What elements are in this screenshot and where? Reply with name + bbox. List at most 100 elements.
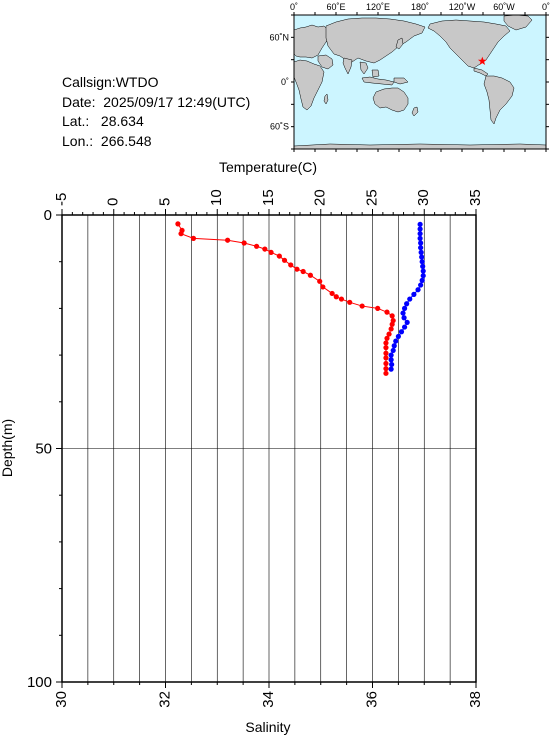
arabia-land xyxy=(317,54,334,70)
salinity-tick-label: 32 xyxy=(156,691,173,708)
borneo-land xyxy=(371,69,380,78)
salinity-point xyxy=(393,338,399,344)
india-land xyxy=(342,57,353,75)
map-frame-ticks xyxy=(291,12,549,152)
salinity-point xyxy=(418,240,424,246)
new-guinea-land xyxy=(393,77,409,85)
salinity-tick-label: 38 xyxy=(467,691,484,708)
temperature-point xyxy=(388,326,394,332)
world-map: 0˚ 60˚E 120˚E 180˚ 120˚W 60˚W 0˚ 60˚N 0˚ 60˚S xyxy=(269,2,550,152)
salinity-tick-labels: 30 32 34 36 38 xyxy=(53,691,484,708)
latitude-label: Lat.: 28.634 xyxy=(62,113,144,129)
temperature-point xyxy=(359,303,365,309)
africa-land xyxy=(293,59,325,111)
temperature-point xyxy=(268,249,274,255)
temperature-point xyxy=(383,340,389,346)
madagascar-land xyxy=(323,93,329,105)
temperature-tick-label: 0 xyxy=(105,198,122,206)
salinity-point xyxy=(419,259,425,265)
salinity-series xyxy=(388,221,426,372)
temperature-point xyxy=(225,237,231,243)
temperature-point xyxy=(175,221,181,227)
map-station-marker xyxy=(477,56,487,65)
salinity-point xyxy=(419,254,425,260)
salinity-point xyxy=(420,273,426,279)
temperature-point xyxy=(383,360,389,367)
salinity-point xyxy=(390,347,396,354)
map-lon-label: 120˚E xyxy=(366,2,390,12)
depth-axis-ticks xyxy=(56,214,62,683)
temperature-point xyxy=(241,240,247,246)
temperature-tick-label: 35 xyxy=(467,189,484,206)
salinity-point xyxy=(398,329,405,335)
temperature-tick-label: 15 xyxy=(260,189,277,206)
salinity-point xyxy=(388,352,394,358)
map-lat-label: 60˚N xyxy=(269,32,289,42)
temperature-point xyxy=(333,294,339,300)
map-land xyxy=(293,14,547,150)
depth-tick-label: 100 xyxy=(27,674,52,691)
temperature-point xyxy=(383,350,389,356)
salinity-point xyxy=(419,277,425,283)
temperature-point xyxy=(178,231,184,237)
temperature-point xyxy=(386,331,392,337)
europe-land xyxy=(293,24,331,59)
temperature-point xyxy=(317,278,323,284)
temperature-point xyxy=(307,272,313,278)
temperature-point xyxy=(281,257,288,263)
depth-axis-title: Depth(m) xyxy=(0,419,15,477)
salinity-point xyxy=(401,324,408,330)
salinity-point xyxy=(389,361,395,368)
temperature-point xyxy=(294,266,300,272)
salinity-axis-ticks xyxy=(61,682,477,688)
salinity-point xyxy=(420,263,426,269)
temperature-tick-label: 10 xyxy=(208,189,225,206)
temperature-axis-ticks xyxy=(61,209,477,215)
map-graticule-labels: 0˚ 60˚E 120˚E 180˚ 120˚W 60˚W 0˚ 60˚N 0˚ 60˚S xyxy=(269,2,550,132)
temperature-point xyxy=(389,321,395,327)
salinity-point xyxy=(388,357,394,363)
temperature-point xyxy=(262,246,268,252)
map-lon-label: 0˚ xyxy=(542,2,550,12)
japan-land xyxy=(395,37,404,50)
map-lat-label: 0˚ xyxy=(281,77,289,87)
salinity-point xyxy=(417,231,423,237)
map-lon-label: 0˚ xyxy=(290,2,298,12)
temperature-tick-labels: -5 0 5 10 15 20 25 30 35 xyxy=(53,189,484,206)
salinity-point xyxy=(404,319,410,326)
map-lon-label: 60˚E xyxy=(326,2,345,12)
temperature-point xyxy=(253,243,260,249)
australia-land xyxy=(372,87,409,113)
temperature-point xyxy=(338,296,345,302)
salinity-point xyxy=(417,221,423,227)
salinity-point xyxy=(415,287,421,293)
temperature-profile-line xyxy=(177,223,394,374)
salinity-point xyxy=(404,301,410,307)
salinity-point xyxy=(400,310,406,316)
temperature-point xyxy=(320,284,326,290)
salinity-point xyxy=(391,343,397,349)
map-lon-label: 60˚W xyxy=(493,2,515,12)
callsign-label: Callsign:WTDO xyxy=(62,74,159,90)
temperature-point xyxy=(389,313,395,319)
temperature-series xyxy=(175,221,396,376)
temperature-tick-label: 20 xyxy=(312,189,329,206)
asia-land xyxy=(325,17,426,64)
salinity-point xyxy=(417,226,423,232)
salinity-point xyxy=(395,333,401,340)
salinity-point xyxy=(401,305,408,311)
temperature-point xyxy=(276,253,282,259)
temperature-point xyxy=(383,355,389,361)
north-america-land xyxy=(427,19,511,69)
temperature-tick-label: 5 xyxy=(156,198,173,206)
temperature-tick-label: 30 xyxy=(415,189,432,206)
salinity-tick-label: 36 xyxy=(363,691,380,708)
map-lat-label: 60˚S xyxy=(270,122,289,132)
temperature-tick-label: 25 xyxy=(363,189,380,206)
temperature-tick-label: -5 xyxy=(53,193,70,206)
antarctica-land xyxy=(293,143,547,150)
salinity-point xyxy=(418,282,424,288)
temperature-point xyxy=(347,299,353,305)
temperature-point xyxy=(375,305,381,311)
salinity-point xyxy=(418,245,424,251)
